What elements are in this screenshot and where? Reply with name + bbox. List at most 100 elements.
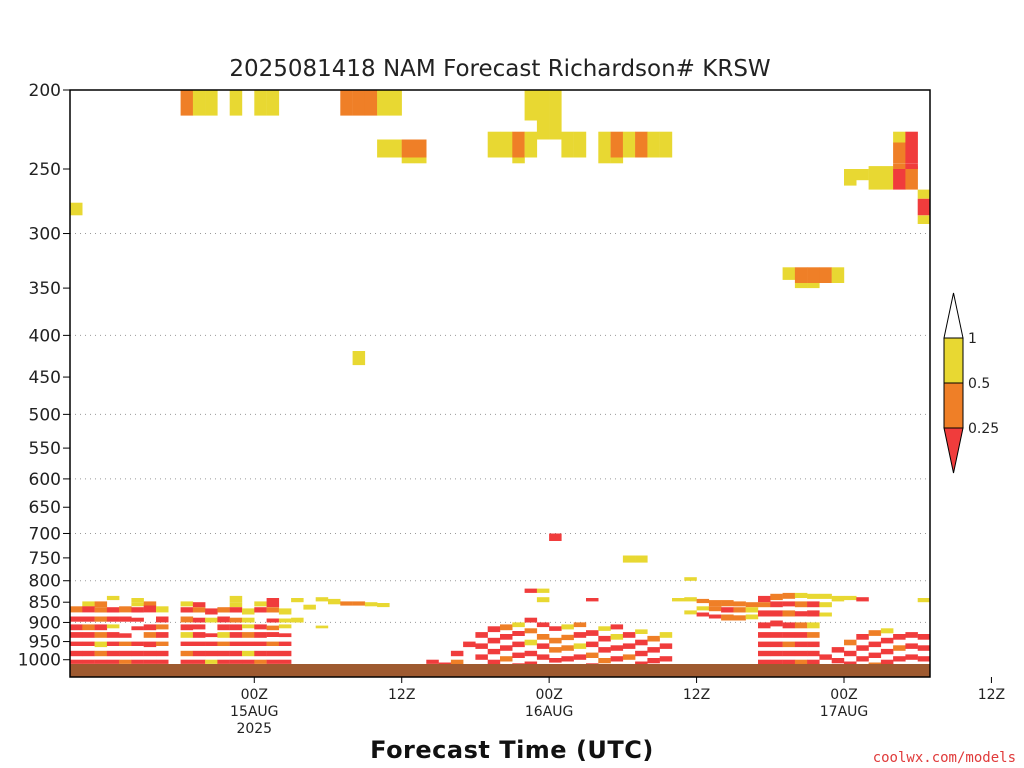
ri-cell — [217, 624, 230, 631]
ri-cell — [475, 643, 488, 649]
ri-cell — [500, 624, 513, 631]
ri-cell — [254, 624, 267, 630]
ri-cell — [82, 616, 95, 622]
ri-cell — [94, 659, 108, 664]
ri-cell — [266, 650, 280, 657]
ri-cell — [217, 616, 230, 623]
ri-cell — [106, 650, 120, 657]
ri-cell — [1016, 564, 1024, 569]
ri-cell — [119, 641, 132, 646]
x-tick-label: 12Z — [978, 687, 1005, 703]
ri-cell — [242, 641, 255, 646]
ri-cell — [942, 557, 955, 570]
ri-cell — [340, 90, 353, 116]
ri-cell — [524, 617, 538, 623]
ri-cell — [831, 647, 845, 653]
ri-cell — [205, 633, 218, 638]
ri-cell — [598, 157, 611, 164]
ri-cell — [758, 610, 771, 617]
x-axis: 00Z15AUG202512Z00Z16AUG12Z00Z17AUG12Z00Z… — [230, 677, 1005, 737]
ri-cell — [622, 131, 636, 158]
ri-cell — [82, 606, 95, 613]
y-tick-label: 950 — [29, 633, 61, 653]
chart-title: 2025081418 NAM Forecast Richardson# KRSW — [229, 56, 770, 82]
ri-cell — [70, 202, 83, 216]
ri-cell — [278, 659, 292, 664]
ri-cell — [229, 617, 243, 623]
ri-cell — [254, 90, 267, 116]
ri-cell — [524, 650, 538, 657]
ri-cell — [119, 633, 132, 638]
ri-cell — [942, 634, 955, 640]
ri-cell — [893, 163, 906, 169]
ri-cell — [315, 625, 329, 629]
y-tick-label: 350 — [29, 279, 61, 299]
ri-cell — [782, 622, 796, 629]
ri-cell — [266, 618, 280, 623]
ri-cell — [549, 637, 562, 644]
ri-cell — [278, 633, 292, 638]
ri-cell — [536, 634, 550, 640]
ri-cell — [868, 641, 882, 648]
ri-cell — [942, 656, 955, 661]
ri-cell — [352, 351, 366, 366]
ri-cell — [389, 139, 402, 158]
ri-cell — [782, 610, 796, 617]
ri-cell — [229, 650, 243, 657]
ri-cell — [610, 634, 624, 640]
ri-cell — [94, 624, 108, 631]
ri-cell — [893, 131, 906, 143]
ri-cell — [512, 641, 525, 648]
ri-cell — [463, 641, 476, 648]
ri-cell — [758, 650, 771, 657]
ri-cell — [819, 593, 832, 599]
ri-cell — [955, 603, 968, 607]
y-tick-label: 200 — [29, 81, 61, 101]
ri-cell — [205, 659, 218, 664]
ri-cell — [524, 628, 538, 634]
ri-cell — [119, 606, 132, 613]
ri-cell — [807, 641, 820, 648]
ri-cell — [880, 659, 894, 665]
y-tick-label: 850 — [29, 593, 61, 613]
ri-cell — [770, 610, 783, 617]
ri-cell — [979, 659, 992, 663]
ri-cell — [377, 603, 390, 608]
ri-cell — [905, 643, 918, 649]
ri-cell — [844, 650, 857, 657]
ri-cell — [942, 596, 955, 602]
ri-cell — [328, 598, 341, 605]
ri-cell — [131, 617, 144, 622]
y-tick-label: 600 — [29, 470, 61, 490]
ri-cell — [930, 658, 943, 663]
ri-cell — [94, 641, 108, 648]
ri-cell — [782, 601, 796, 607]
legend-swatch-above-1 — [943, 292, 964, 339]
ri-cell — [807, 622, 820, 629]
ri-cell — [377, 90, 390, 116]
ri-cell — [794, 601, 808, 608]
ri-cell — [819, 267, 832, 283]
ri-cell — [192, 617, 206, 623]
ri-cell — [524, 588, 538, 593]
ri-cell — [622, 555, 636, 563]
ri-cell — [967, 636, 980, 641]
ri-cell — [266, 598, 280, 603]
ri-cell — [979, 648, 992, 652]
ri-cell — [278, 618, 292, 623]
ri-cell — [487, 637, 501, 644]
ri-cell — [782, 267, 796, 280]
ri-cell — [156, 641, 169, 646]
ri-cell — [143, 601, 157, 606]
ri-cell — [291, 617, 304, 623]
ri-cell — [610, 624, 624, 630]
x-tick-label: 12Z — [388, 687, 415, 703]
ri-cell — [266, 641, 280, 646]
ri-cell — [94, 650, 108, 657]
ri-cell — [1004, 651, 1017, 656]
ri-cell — [967, 602, 980, 607]
ri-cell — [549, 120, 562, 140]
ri-cell — [500, 634, 513, 640]
ri-cell — [500, 131, 513, 158]
ri-cell — [487, 131, 501, 158]
